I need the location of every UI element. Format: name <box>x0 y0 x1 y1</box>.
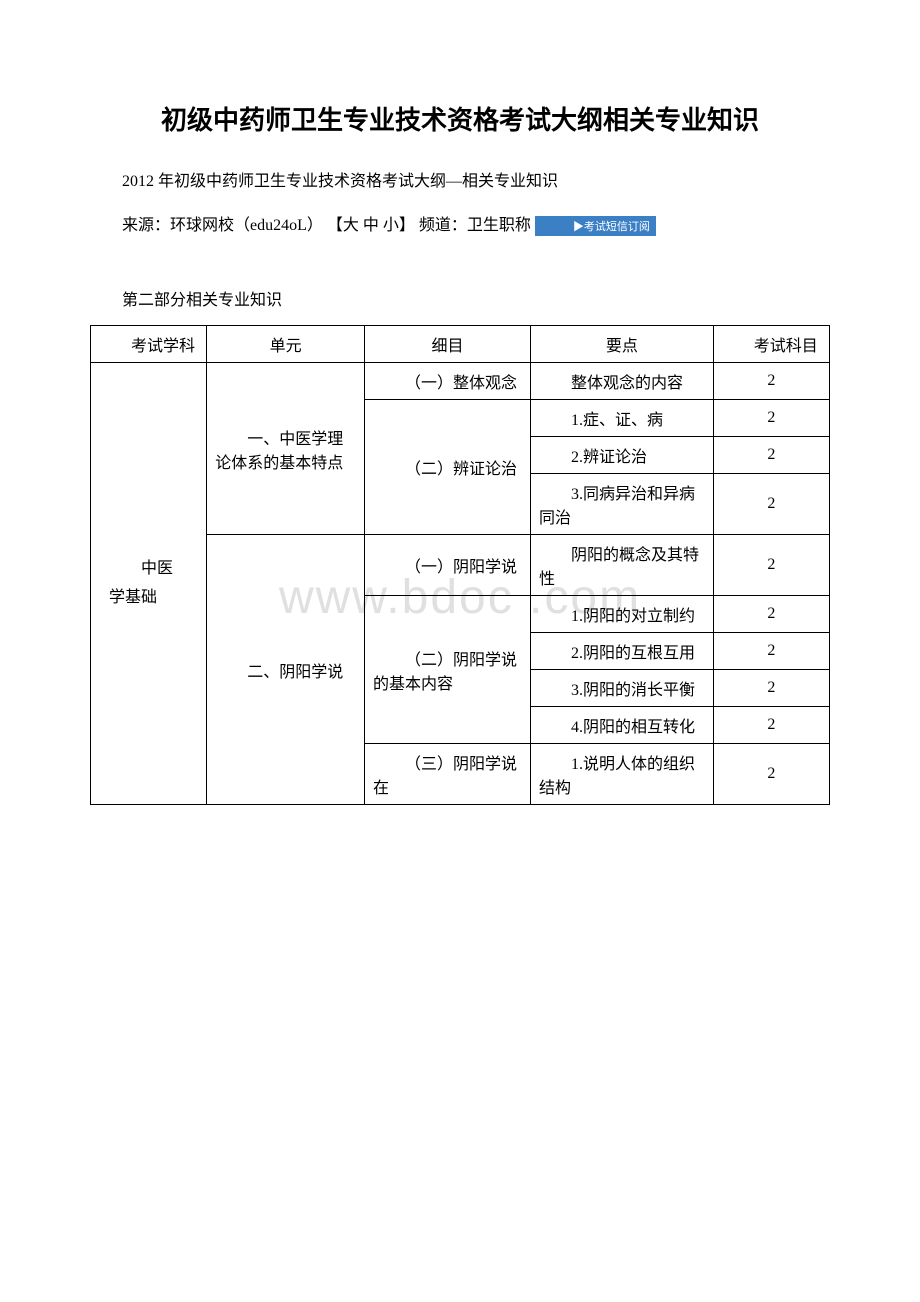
item-cell: （一）阴阳学说 <box>364 535 530 596</box>
score-cell: 2 <box>713 596 829 633</box>
score-cell: 2 <box>713 437 829 474</box>
point-cell: 2.阴阳的互根互用 <box>531 633 714 670</box>
sms-subscribe-badge[interactable]: ▶考试短信订阅 <box>535 216 656 236</box>
item-cell: （三）阴阳学说在 <box>364 744 530 805</box>
score-cell: 2 <box>713 474 829 535</box>
point-cell: 3.同病异治和异病同治 <box>531 474 714 535</box>
score-cell: 2 <box>713 670 829 707</box>
point-cell: 1.症、证、病 <box>531 400 714 437</box>
score-cell: 2 <box>713 633 829 670</box>
score-cell: 2 <box>713 363 829 400</box>
point-cell: 4.阴阳的相互转化 <box>531 707 714 744</box>
subtitle: 2012 年初级中药师卫生专业技术资格考试大纲—相关专业知识 <box>90 167 830 191</box>
header-score: 考试科目 <box>713 326 829 363</box>
main-title: 初级中药师卫生专业技术资格考试大纲相关专业知识 <box>90 100 830 137</box>
unit-cell: 一、中医学理论体系的基本特点 <box>207 363 365 535</box>
point-cell: 2.辨证论治 <box>531 437 714 474</box>
point-cell: 1.阴阳的对立制约 <box>531 596 714 633</box>
score-cell: 2 <box>713 707 829 744</box>
subject-cell: 中医学基础 <box>91 363 207 805</box>
header-point: 要点 <box>531 326 714 363</box>
score-cell: 2 <box>713 744 829 805</box>
unit-cell: 二、阴阳学说 <box>207 535 365 805</box>
point-cell: 整体观念的内容 <box>531 363 714 400</box>
point-cell: 3.阴阳的消长平衡 <box>531 670 714 707</box>
source-text: 来源：环球网校（edu24oL） <box>122 217 327 234</box>
point-cell: 1.说明人体的组织结构 <box>531 744 714 805</box>
page-container: 初级中药师卫生专业技术资格考试大纲相关专业知识 2012 年初级中药师卫生专业技… <box>0 0 920 865</box>
item-cell: （二）辨证论治 <box>364 400 530 535</box>
header-item: 细目 <box>364 326 530 363</box>
table-row: 中医学基础 一、中医学理论体系的基本特点 （一）整体观念 整体观念的内容 2 <box>91 363 830 400</box>
channel-label: 频道：卫生职称 <box>419 217 535 234</box>
section-title: 第二部分相关专业知识 <box>90 286 830 310</box>
item-cell: （一）整体观念 <box>364 363 530 400</box>
syllabus-table: 考试学科 单元 细目 要点 考试科目 中医学基础 一、中医学理论体系的基本特点 … <box>90 325 830 805</box>
header-unit: 单元 <box>207 326 365 363</box>
table-header-row: 考试学科 单元 细目 要点 考试科目 <box>91 326 830 363</box>
size-options[interactable]: 【大 中 小】 <box>327 217 415 234</box>
item-cell: （二）阴阳学说的基本内容 <box>364 596 530 744</box>
score-cell: 2 <box>713 535 829 596</box>
header-subject: 考试学科 <box>91 326 207 363</box>
source-line: 来源：环球网校（edu24oL） 【大 中 小】 频道：卫生职称 ▶考试短信订阅 <box>90 211 830 236</box>
score-cell: 2 <box>713 400 829 437</box>
point-cell: 阴阳的概念及其特性 <box>531 535 714 596</box>
